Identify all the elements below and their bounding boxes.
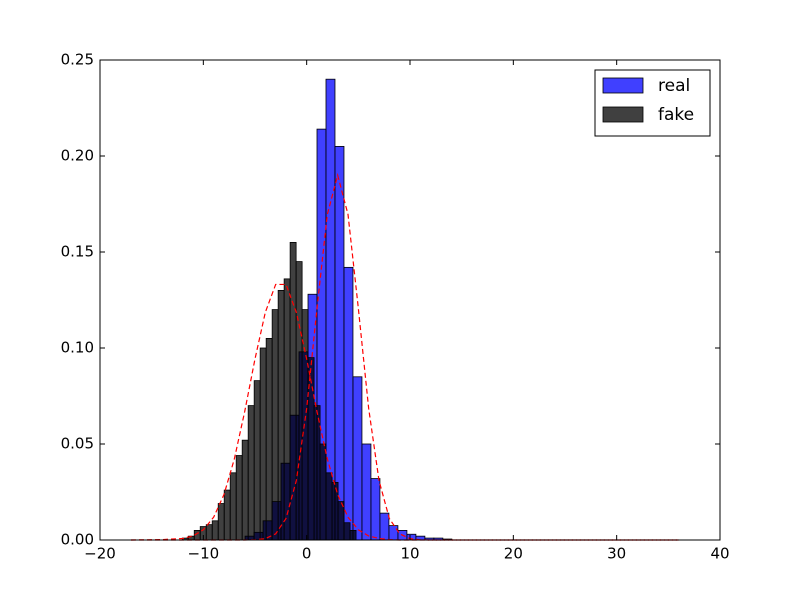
bar <box>265 337 273 541</box>
bar <box>247 405 255 541</box>
bar <box>289 241 297 541</box>
x-tick-label: 0 <box>302 545 312 563</box>
legend-swatch <box>602 106 644 123</box>
bar <box>253 380 261 541</box>
bar <box>334 145 345 541</box>
bar <box>259 347 267 541</box>
x-tick-label: 30 <box>607 545 626 563</box>
bar <box>223 489 231 541</box>
y-tick-label: 0.10 <box>61 339 94 357</box>
bar <box>349 530 357 541</box>
legend-label: fake <box>658 105 694 125</box>
bar <box>241 439 249 541</box>
bar <box>388 525 399 541</box>
x-tick-label: 10 <box>400 545 419 563</box>
bar <box>295 261 303 541</box>
bar <box>271 309 279 541</box>
y-tick-label: 0.05 <box>61 435 94 453</box>
bar <box>277 289 285 541</box>
bar <box>337 501 345 541</box>
legend: real fake <box>594 69 711 137</box>
bar <box>343 522 351 541</box>
x-tick-label: −10 <box>188 545 220 563</box>
y-tick-label: 0.20 <box>61 147 94 165</box>
bar <box>370 478 381 541</box>
bar <box>352 376 363 541</box>
y-tick-label: 0.00 <box>61 531 94 549</box>
legend-swatch <box>602 77 644 94</box>
fit-curve <box>131 172 679 541</box>
bar <box>379 512 390 541</box>
bar <box>319 443 327 541</box>
y-tick-label: 0.15 <box>61 243 94 261</box>
bar <box>211 520 219 541</box>
y-tick-label: 0.25 <box>61 51 94 69</box>
bar <box>235 455 243 541</box>
bar <box>205 524 213 541</box>
x-tick-label: −20 <box>84 545 116 563</box>
bar <box>313 405 321 541</box>
bar <box>217 503 225 541</box>
bar <box>229 472 237 541</box>
fit-curve <box>130 283 679 541</box>
x-tick-label: 40 <box>710 545 729 563</box>
bar <box>283 278 291 541</box>
x-tick-label: 20 <box>504 545 523 563</box>
bar <box>325 78 336 541</box>
bar <box>361 443 372 541</box>
bar <box>325 472 333 541</box>
legend-label: real <box>658 76 690 96</box>
bar <box>343 266 354 541</box>
